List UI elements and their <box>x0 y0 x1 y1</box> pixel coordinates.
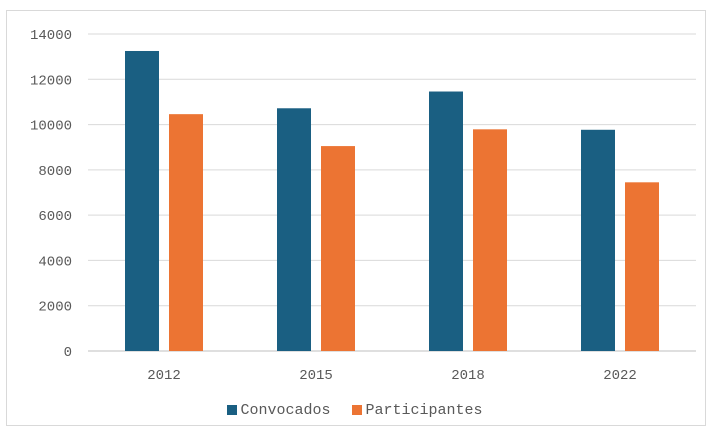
bar-participantes-2022 <box>625 182 659 351</box>
x-tick-label: 2022 <box>603 368 637 384</box>
legend-swatch-convocados <box>227 405 238 415</box>
legend: Convocados Participantes <box>0 400 710 420</box>
bar-participantes-2015 <box>321 146 355 351</box>
y-tick-label: 0 <box>64 345 72 361</box>
legend-item-convocados: Convocados <box>227 402 330 419</box>
x-tick-label: 2018 <box>451 368 485 384</box>
legend-item-participantes: Participantes <box>352 401 483 419</box>
legend-swatch-participantes <box>352 405 363 415</box>
x-tick-label: 2015 <box>299 368 333 384</box>
x-tick-label: 2012 <box>147 368 181 384</box>
bar-convocados-2022 <box>581 129 615 351</box>
y-tick-label: 6000 <box>38 209 72 225</box>
y-tick-label: 8000 <box>38 164 72 180</box>
y-tick-label: 12000 <box>30 73 72 89</box>
bar-convocados-2012 <box>125 50 159 351</box>
y-tick-label: 4000 <box>38 254 72 270</box>
bar-participantes-2018 <box>473 129 507 351</box>
legend-label-participantes: Participantes <box>365 401 483 419</box>
legend-label-convocados: Convocados <box>240 401 331 419</box>
y-tick-label: 14000 <box>30 28 72 44</box>
bar-convocados-2015 <box>277 108 311 351</box>
bar-convocados-2018 <box>429 91 463 352</box>
bar-participantes-2012 <box>169 114 203 351</box>
y-tick-label: 2000 <box>38 300 72 316</box>
y-tick-label: 10000 <box>30 119 72 135</box>
